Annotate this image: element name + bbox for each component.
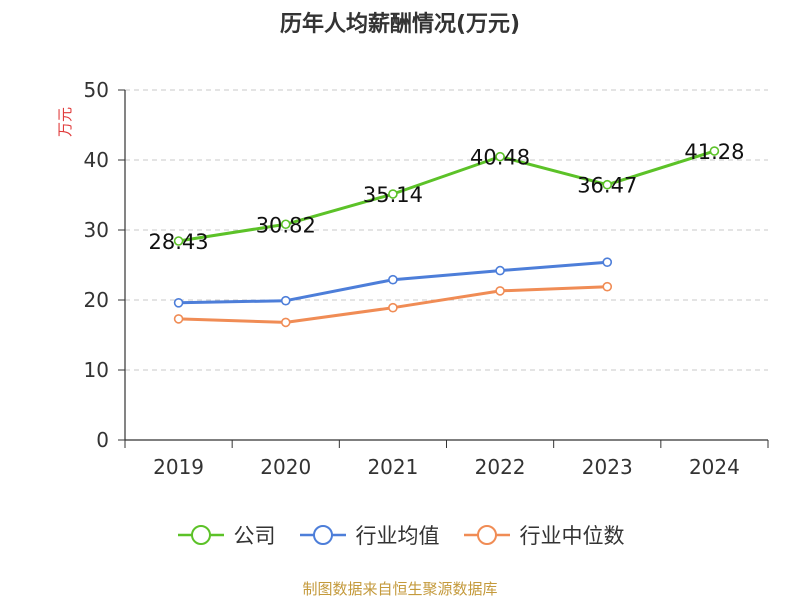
data-point <box>602 179 613 190</box>
legend-swatch <box>177 525 224 545</box>
data-point <box>602 281 613 292</box>
data-label: 36.47 <box>577 174 637 198</box>
data-point <box>388 302 398 313</box>
y-tick-label: 30 <box>84 218 109 242</box>
x-tick-label: 2023 <box>582 455 633 479</box>
y-tick-label: 0 <box>96 428 109 452</box>
data-point <box>173 314 184 324</box>
y-tick-label: 10 <box>84 358 109 382</box>
y-axis-label: 万元 <box>56 107 74 137</box>
y-tick-label: 50 <box>84 78 109 102</box>
data-point <box>495 151 505 162</box>
series-line-0 <box>178 149 715 243</box>
x-tick-label: 2020 <box>260 455 311 479</box>
data-point <box>709 146 720 156</box>
data-point <box>388 274 398 285</box>
legend-marker <box>190 525 211 545</box>
chart-title: 历年人均薪酬情况(万元) <box>279 12 521 37</box>
data-point <box>495 286 505 296</box>
x-tick-label: 2019 <box>153 455 204 479</box>
data-point <box>173 297 184 308</box>
data-point <box>280 219 291 230</box>
axes: 0 10 20 30 40 50 万元 2019 2020 2021 2022 2023 2024 <box>56 78 769 479</box>
legend-marker <box>476 525 497 545</box>
data-point <box>388 189 398 199</box>
data-point <box>280 295 291 306</box>
x-tick-label: 2024 <box>689 455 740 479</box>
data-label: 35.14 <box>363 183 423 207</box>
legend-item[interactable]: 公司 <box>176 520 276 550</box>
legend-item[interactable]: 行业中位数 <box>462 520 625 550</box>
legend-label: 行业均值 <box>355 524 440 548</box>
legend-item[interactable]: 行业均值 <box>298 520 440 550</box>
legend-swatch <box>299 525 346 545</box>
data-point <box>173 236 184 246</box>
data-point <box>495 265 505 276</box>
data-label: 41.28 <box>684 140 744 164</box>
series-group <box>173 146 720 328</box>
data-point <box>280 317 291 328</box>
legend-marker <box>312 525 333 545</box>
y-tick-label: 20 <box>84 288 109 312</box>
data-label: 40.48 <box>470 146 530 170</box>
data-labels: 28.43 30.82 35.14 40.48 36.47 41.28 <box>149 140 745 254</box>
data-point <box>602 257 613 268</box>
source-note: 制图数据来自恒生聚源数据库 <box>302 580 498 598</box>
data-label: 28.43 <box>149 230 209 254</box>
chart-legend: 公司 行业均值 行业中位数 <box>0 520 800 550</box>
y-tick-label: 40 <box>84 148 109 172</box>
legend-swatch <box>463 525 510 545</box>
legend-label: 公司 <box>233 524 276 548</box>
legend-label: 行业中位数 <box>519 524 625 548</box>
grid-lines <box>125 89 768 371</box>
x-tick-label: 2022 <box>475 455 526 479</box>
data-label: 30.82 <box>256 213 316 237</box>
x-tick-label: 2021 <box>367 455 418 479</box>
